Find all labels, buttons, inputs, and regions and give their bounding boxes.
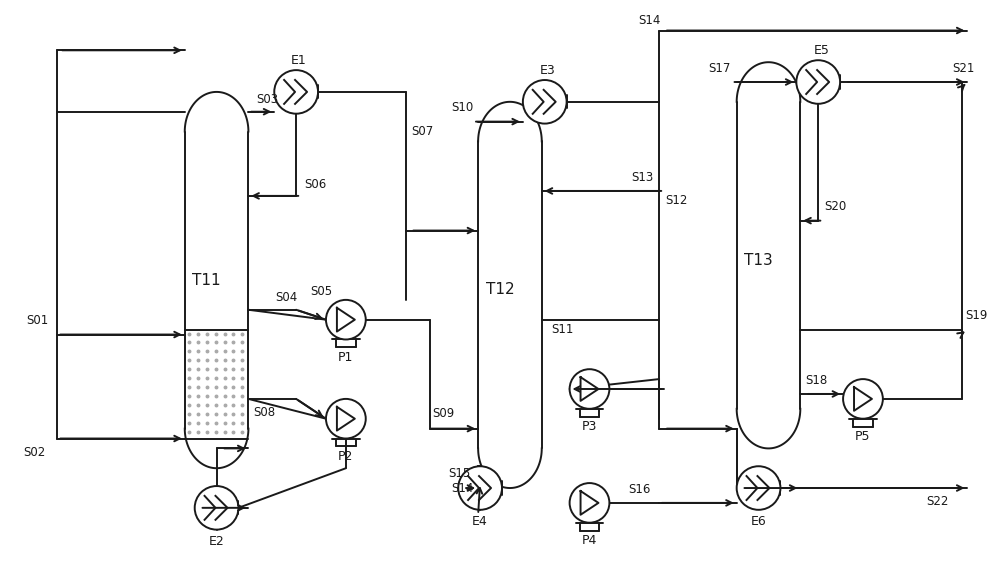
Text: S21: S21 [952,62,975,74]
Text: S09: S09 [432,407,455,420]
Text: S17: S17 [708,62,731,74]
Text: S12: S12 [665,194,687,207]
Text: S13: S13 [631,171,653,183]
Text: S03: S03 [256,93,278,107]
Text: P5: P5 [855,430,871,443]
Circle shape [570,483,609,523]
Circle shape [523,80,567,124]
Text: T13: T13 [744,253,773,268]
Text: S14: S14 [451,481,473,494]
Text: P1: P1 [338,351,354,364]
Text: T11: T11 [192,273,221,288]
Text: S01: S01 [26,314,49,327]
Circle shape [458,466,502,510]
Text: S15: S15 [448,466,470,480]
Text: P3: P3 [582,420,597,433]
Circle shape [326,399,366,438]
Circle shape [326,300,366,339]
Text: S06: S06 [304,178,326,190]
Text: S19: S19 [965,309,988,322]
Text: S18: S18 [805,374,828,387]
Text: S10: S10 [451,101,473,114]
Circle shape [570,369,609,409]
Text: T12: T12 [486,282,514,297]
Text: E6: E6 [751,515,766,528]
Circle shape [796,60,840,104]
Text: P4: P4 [582,534,597,547]
Text: S11: S11 [552,323,574,336]
Text: S14: S14 [638,14,660,27]
Text: S22: S22 [926,496,949,508]
Text: S16: S16 [628,482,650,496]
Text: S08: S08 [253,406,276,419]
Text: E3: E3 [540,64,556,77]
Circle shape [274,70,318,113]
Text: E4: E4 [472,515,488,528]
Circle shape [737,466,780,510]
Text: S02: S02 [23,446,46,459]
Text: S20: S20 [824,201,846,213]
Text: P2: P2 [338,450,354,463]
Text: S04: S04 [275,292,297,304]
Text: E2: E2 [209,535,224,548]
Text: S07: S07 [411,125,434,138]
Text: E1: E1 [291,54,307,66]
Circle shape [195,486,238,529]
Text: S05: S05 [310,285,332,299]
Text: E5: E5 [813,44,829,57]
Circle shape [843,379,883,419]
